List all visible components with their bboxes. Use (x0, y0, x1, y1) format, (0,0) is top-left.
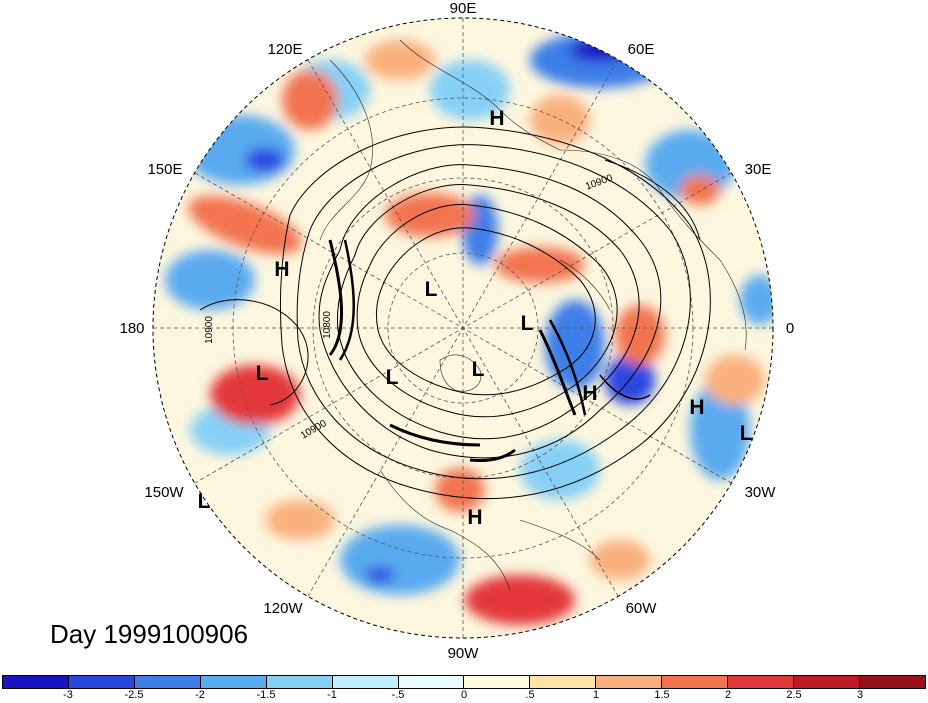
longitude-label: 90W (448, 645, 480, 662)
longitude-label: 120W (263, 600, 303, 617)
colorbar-swatch (662, 676, 729, 688)
colorbar-swatch (200, 676, 267, 688)
colorbar (2, 675, 926, 689)
high-pressure-label: H (467, 506, 482, 529)
longitude-label: 0 (786, 320, 794, 337)
longitude-labels: 90E 60E 30E 0 30W 60W 90W 120W 150W 180 150E 120E (119, 0, 794, 662)
colorbar-tick-label: -2 (195, 689, 205, 701)
height-contours (199, 126, 711, 499)
colorbar-tick-label: 0 (460, 689, 468, 701)
colorbar-tick-label: -3 (63, 689, 73, 701)
low-pressure-label: L (740, 422, 753, 445)
longitude-label: 30W (745, 484, 777, 501)
colorbar-swatch (134, 676, 201, 688)
high-pressure-label: H (689, 396, 704, 419)
colorbar-swatch (266, 676, 333, 688)
low-pressure-label: L (256, 362, 269, 385)
colorbar-tick-label: -1.5 (256, 689, 276, 701)
map-title: Day 1999100906 (50, 619, 249, 649)
colorbar-tick-label: 3 (856, 689, 864, 701)
low-pressure-label: L (472, 358, 485, 381)
longitude-label: 60W (626, 600, 658, 617)
longitude-label: 30E (745, 161, 772, 178)
longitude-label: 90E (450, 0, 477, 17)
longitude-label: 150E (147, 161, 182, 178)
colorbar-swatch (464, 676, 531, 688)
low-pressure-label: L (198, 490, 211, 513)
colorbar-swatch (728, 676, 795, 688)
colorbar-tick-label: -2.5 (124, 689, 144, 701)
colorbar-swatch (794, 676, 860, 688)
coastlines (319, 39, 747, 591)
colorbar-tick-label: 2 (724, 689, 732, 701)
colorbar-swatch (68, 676, 135, 688)
pressure-system-labels: H H L L L L H H L H L L (198, 107, 753, 529)
colorbar-tick-label: .5 (525, 689, 535, 701)
colorbar-tick-label: 1.5 (654, 689, 670, 701)
low-pressure-label: L (386, 366, 399, 389)
longitude-label: 150W (144, 484, 184, 501)
low-pressure-label: L (425, 278, 438, 301)
high-pressure-label: H (274, 258, 289, 281)
colorbar-tick-label: 1 (592, 689, 600, 701)
colorbar-labels: -3 -2.5 -2 -1.5 -1 -.5 0 .5 1 1.5 2 2.5 3 (0, 689, 928, 703)
low-pressure-label: L (521, 312, 534, 335)
colorbar-swatch (332, 676, 399, 688)
contour-label: 10900 (204, 316, 215, 344)
contour-label: 10800 (322, 311, 333, 339)
longitude-label: 60E (628, 41, 655, 58)
colorbar-tick-label: -.5 (391, 689, 405, 701)
colorbar-tick-label: 2.5 (786, 689, 802, 701)
colorbar-swatch (3, 676, 69, 688)
high-pressure-label: H (489, 107, 504, 130)
longitude-label: 120E (267, 41, 302, 58)
colorbar-swatch (398, 676, 465, 688)
colorbar-swatch (530, 676, 597, 688)
longitude-label: 180 (119, 320, 144, 337)
colorbar-swatch (859, 676, 925, 688)
colorbar-swatch (596, 676, 663, 688)
graticule (153, 18, 773, 638)
high-pressure-label: H (582, 382, 597, 405)
colorbar-tick-label: -1 (327, 689, 337, 701)
